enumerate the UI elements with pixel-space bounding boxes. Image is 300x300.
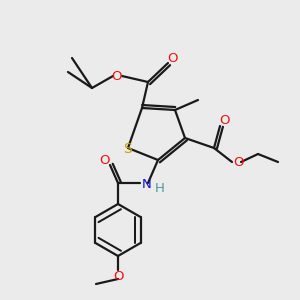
Text: O: O <box>219 115 229 128</box>
Text: N: N <box>142 178 152 190</box>
Text: O: O <box>113 269 123 283</box>
Text: O: O <box>99 154 109 166</box>
Text: O: O <box>111 70 121 83</box>
Text: S: S <box>124 142 132 156</box>
Text: H: H <box>155 182 165 196</box>
Text: O: O <box>233 155 243 169</box>
Text: O: O <box>167 52 177 64</box>
